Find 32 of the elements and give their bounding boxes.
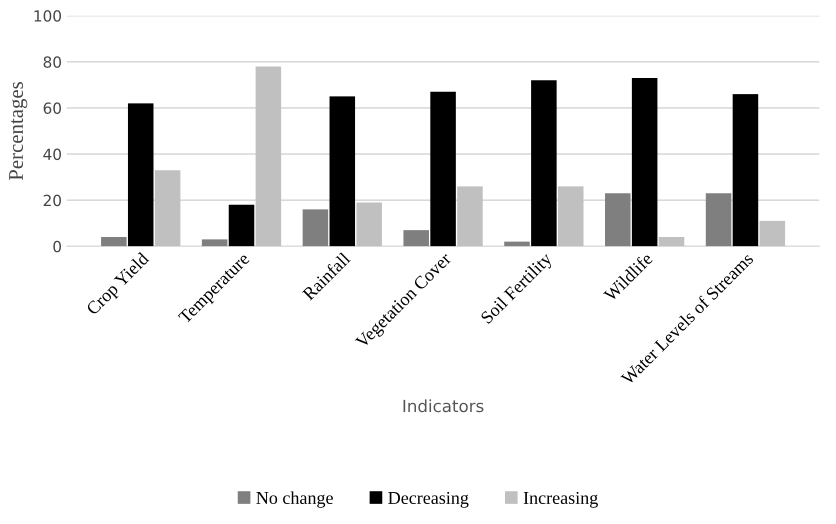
bar <box>403 230 429 246</box>
bar <box>128 103 154 246</box>
bar <box>457 186 483 246</box>
y-tick-label: 20 <box>44 194 62 206</box>
y-tick-label: 60 <box>44 102 62 114</box>
y-tick-label: 0 <box>53 240 62 252</box>
bar <box>760 220 786 246</box>
legend-label: Decreasing <box>388 492 469 508</box>
x-axis-title: Indicators <box>404 399 484 412</box>
bar <box>202 239 228 246</box>
y-axis-title: Percentages <box>9 82 28 180</box>
y-tick-label: 100 <box>34 10 62 22</box>
legend-label: Increasing <box>524 492 598 508</box>
bar <box>430 92 456 246</box>
bar <box>302 209 328 246</box>
bar <box>558 186 584 246</box>
bar <box>228 204 254 246</box>
bar <box>154 170 180 246</box>
bar <box>101 237 127 246</box>
bar <box>632 78 658 246</box>
bar <box>706 193 732 246</box>
y-tick-label: 80 <box>44 56 62 68</box>
bar <box>256 66 282 246</box>
bar <box>330 96 356 246</box>
bar <box>605 193 631 246</box>
bar <box>356 202 382 246</box>
bar <box>531 80 557 246</box>
bar <box>504 242 530 246</box>
bar <box>732 94 758 246</box>
legend-label: No change <box>256 491 333 508</box>
y-tick-label: 40 <box>43 148 62 160</box>
bar <box>658 237 684 246</box>
